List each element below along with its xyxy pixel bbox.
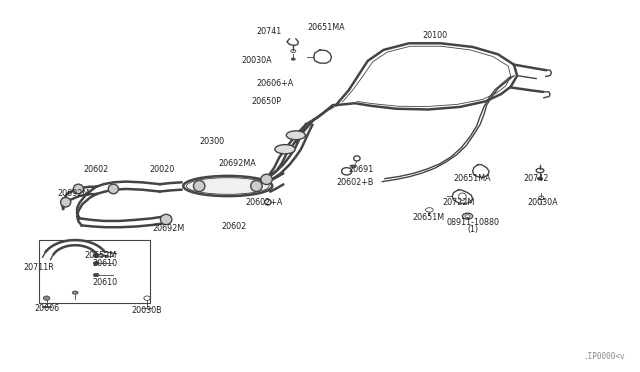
Text: 20030A: 20030A: [527, 198, 558, 207]
Text: 20692M: 20692M: [152, 224, 185, 233]
Ellipse shape: [286, 131, 305, 140]
Text: 20606: 20606: [34, 304, 59, 312]
Text: 20610: 20610: [93, 259, 118, 268]
Text: 20606+A: 20606+A: [257, 78, 294, 87]
Text: 08911-10880: 08911-10880: [446, 218, 499, 227]
Text: 20651MA: 20651MA: [454, 174, 492, 183]
Ellipse shape: [93, 262, 99, 265]
Ellipse shape: [291, 58, 295, 60]
Text: 20692M: 20692M: [57, 189, 90, 198]
Text: 20742: 20742: [524, 174, 549, 183]
Text: 20652M: 20652M: [84, 251, 116, 260]
Ellipse shape: [44, 296, 50, 301]
Bar: [39, 240, 150, 303]
Ellipse shape: [61, 198, 71, 207]
Text: 20692MA: 20692MA: [218, 160, 256, 169]
Text: 20651M: 20651M: [412, 213, 444, 222]
Text: 20602+A: 20602+A: [245, 198, 283, 207]
Text: 20691: 20691: [349, 165, 374, 174]
Text: 20711R: 20711R: [24, 263, 54, 272]
Ellipse shape: [108, 184, 118, 194]
Text: 20030B: 20030B: [132, 306, 163, 315]
Ellipse shape: [275, 145, 295, 154]
Ellipse shape: [351, 165, 356, 168]
Text: 20300: 20300: [199, 137, 225, 146]
Text: 20100: 20100: [422, 31, 447, 40]
Ellipse shape: [93, 273, 99, 277]
Text: 20650P: 20650P: [251, 97, 281, 106]
Ellipse shape: [261, 174, 272, 185]
Ellipse shape: [74, 184, 83, 194]
Text: 20602: 20602: [221, 222, 247, 231]
Text: 20722M: 20722M: [442, 198, 475, 207]
Text: 20602: 20602: [84, 165, 109, 174]
Text: 20610: 20610: [93, 278, 118, 287]
Text: (1): (1): [467, 225, 478, 234]
Ellipse shape: [251, 180, 262, 192]
Text: .IP0000<v: .IP0000<v: [584, 352, 625, 361]
Ellipse shape: [93, 254, 99, 257]
Ellipse shape: [193, 180, 205, 192]
Text: 20651MA: 20651MA: [308, 23, 345, 32]
Text: 20741: 20741: [257, 27, 282, 36]
Text: 20020: 20020: [150, 165, 175, 174]
Text: 20602+B: 20602+B: [336, 178, 374, 187]
Ellipse shape: [183, 176, 272, 196]
Ellipse shape: [538, 177, 543, 180]
Ellipse shape: [161, 214, 172, 225]
Ellipse shape: [72, 291, 78, 294]
Text: 20030A: 20030A: [241, 57, 272, 65]
